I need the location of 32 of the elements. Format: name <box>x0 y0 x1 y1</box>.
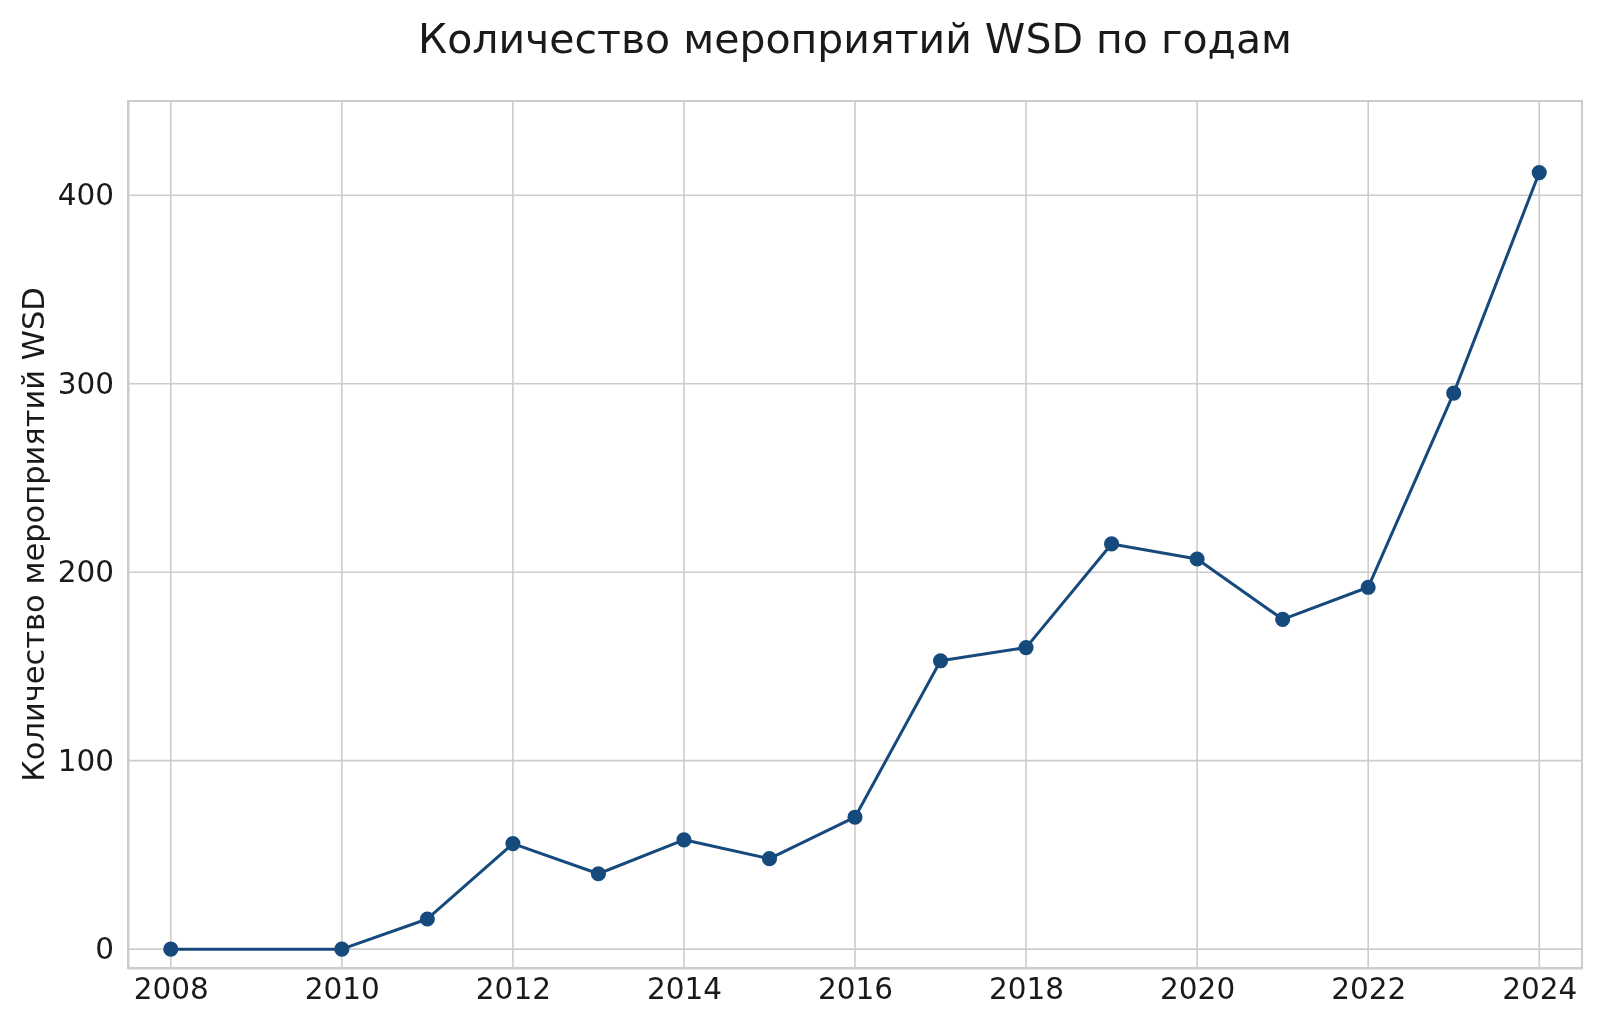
x-tick-label: 2024 <box>1502 971 1578 1006</box>
x-tick-label: 2010 <box>304 971 380 1006</box>
y-tick-label: 400 <box>57 178 114 213</box>
point <box>334 941 350 957</box>
x-tick-label: 2012 <box>475 971 551 1006</box>
point <box>932 653 949 669</box>
chart-title: Количество мероприятий WSD по годам <box>418 15 1292 63</box>
point <box>761 851 778 867</box>
y-tick-label: 0 <box>95 932 114 967</box>
x-tick-label: 2020 <box>1160 971 1236 1006</box>
point <box>1275 611 1291 627</box>
point <box>847 809 863 825</box>
point <box>1018 640 1034 656</box>
point <box>1531 165 1547 181</box>
y-tick-label: 300 <box>57 366 114 401</box>
point <box>676 832 692 848</box>
point <box>1189 551 1205 567</box>
x-tick-label: 2022 <box>1331 971 1407 1006</box>
point <box>163 941 179 957</box>
x-tick-label: 2016 <box>817 971 894 1006</box>
y-tick-label: 200 <box>57 555 114 590</box>
point <box>590 866 606 882</box>
point <box>1360 579 1376 595</box>
x-tick-label: 2014 <box>646 971 722 1006</box>
x-tick-label: 2018 <box>989 971 1065 1006</box>
point <box>1104 536 1120 552</box>
point <box>1446 385 1462 401</box>
y-tick-label: 100 <box>57 743 114 778</box>
x-tick-label: 2008 <box>133 971 209 1006</box>
point <box>505 836 521 852</box>
point <box>419 911 435 927</box>
y-axis-title: Количество мероприятий WSD <box>16 287 51 782</box>
